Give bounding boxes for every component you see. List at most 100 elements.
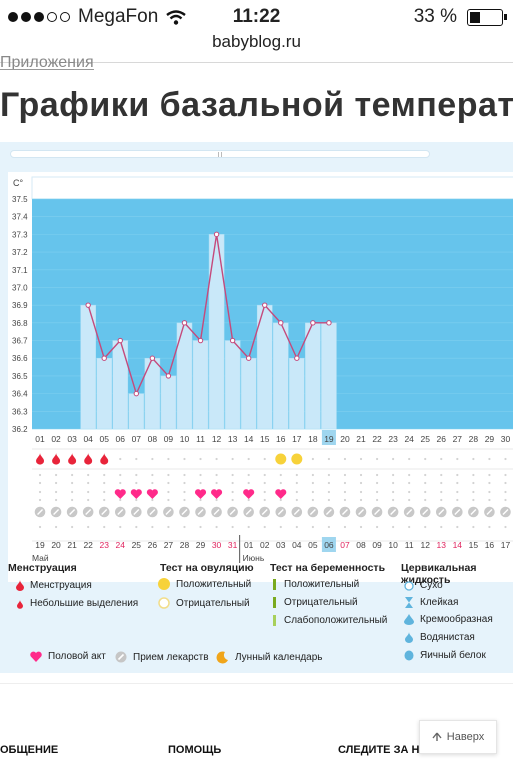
grid-dot <box>424 525 427 529</box>
y-tick-label: 36.8 <box>12 319 28 328</box>
y-tick-label: 37.5 <box>12 195 28 204</box>
temperature-point <box>262 302 268 308</box>
grid-dot <box>54 498 58 502</box>
grid-dot <box>456 525 459 529</box>
grid-dot <box>359 525 363 529</box>
legend-title-cervical: Цервикальная жидкость <box>401 562 477 586</box>
legend-title-menstruation: Менструация <box>8 562 77 574</box>
creamy-icon <box>404 614 414 625</box>
medication-mark-slash <box>341 509 348 515</box>
y-tick-label: 36.7 <box>12 337 28 346</box>
calendar-date-label: 25 <box>132 540 142 550</box>
grid-dot <box>199 498 202 502</box>
medication-mark-slash <box>390 509 397 515</box>
grid-dot <box>327 498 331 502</box>
grid-dot <box>151 457 154 461</box>
grid-dot <box>440 481 443 485</box>
grid-dot <box>71 490 74 494</box>
horizontal-scrollbar[interactable] <box>10 150 430 158</box>
grid-dot <box>247 481 250 485</box>
grid-dot <box>488 457 491 461</box>
back-to-top-button[interactable]: Наверх <box>419 720 497 754</box>
grid-dot <box>54 525 58 529</box>
grid-dot <box>167 481 170 485</box>
grid-dot <box>440 473 443 477</box>
cycle-day-label: 18 <box>308 434 318 444</box>
legend: Менструация Менструация Небольшие выделе… <box>0 562 513 672</box>
medication-mark-slash <box>37 509 44 515</box>
temperature-point <box>101 355 107 361</box>
grid-dot <box>215 457 218 461</box>
scroll-grip-icon[interactable] <box>218 152 222 157</box>
y-tick-label: 37.3 <box>12 230 28 239</box>
temperature-bar <box>240 357 257 430</box>
grid-dot <box>151 473 154 477</box>
calendar-date-label: 17 <box>501 540 511 550</box>
temperature-point <box>181 320 188 326</box>
calendar-date-label: 23 <box>99 540 109 550</box>
grid-dot <box>488 490 491 494</box>
medication-mark-slash <box>165 509 172 515</box>
status-bar: MegaFon 11:22 33 % <box>0 0 513 34</box>
grid-dot <box>231 457 234 461</box>
legend-item: Отрицательный <box>272 597 358 608</box>
grid-dot <box>295 490 298 494</box>
calendar-date-label: 16 <box>485 540 495 550</box>
cycle-day-label: 09 <box>164 434 174 444</box>
grid-dot <box>375 490 379 494</box>
medication-mark-slash <box>470 509 477 515</box>
grid-dot <box>167 457 170 461</box>
intercourse-heart <box>146 489 158 499</box>
footer-heading-help[interactable]: ПОМОЩЬ <box>168 744 222 756</box>
small-drop-icon <box>17 600 23 609</box>
medication-mark-slash <box>277 509 284 515</box>
pill-icon <box>115 651 127 663</box>
medication-mark-slash <box>454 509 461 515</box>
grid-dot <box>279 481 282 485</box>
calendar-date-label: 19 <box>35 540 45 550</box>
grid-dot <box>183 473 186 477</box>
breadcrumb[interactable]: Приложения <box>0 56 94 70</box>
grid-dot <box>488 498 491 502</box>
cycle-day-label: 29 <box>485 434 495 444</box>
calendar-date-label: 13 <box>437 540 447 550</box>
footer-heading-follow[interactable]: СЛЕДИТЕ ЗА НАМИ <box>338 744 445 756</box>
grid-dot <box>311 490 314 494</box>
grid-dot <box>279 498 282 502</box>
temperature-point <box>278 320 284 326</box>
temperature-point <box>197 337 204 344</box>
grid-dot <box>424 481 427 485</box>
grid-dot <box>295 525 298 529</box>
grid-dot <box>231 481 234 485</box>
grid-dot <box>375 525 379 529</box>
grid-dot <box>231 473 234 477</box>
temperature-bar <box>160 375 177 430</box>
grid-dot <box>488 473 491 477</box>
grid-dot <box>488 481 491 485</box>
month-label: Май <box>32 553 49 563</box>
y-tick-label: 36.6 <box>12 354 28 363</box>
medication-mark-slash <box>406 509 413 515</box>
temperature-bar <box>305 322 321 430</box>
calendar-date-label: 06 <box>324 540 334 550</box>
grid-dot <box>343 481 347 485</box>
legend-item: Лунный календарь <box>216 651 323 664</box>
medication-mark-slash <box>133 509 140 515</box>
medication-mark-slash <box>229 509 236 515</box>
grid-dot <box>424 473 427 477</box>
address-bar[interactable]: babyblog.ru <box>212 32 301 51</box>
grid-dot <box>375 481 379 485</box>
cycle-day-label: 14 <box>244 434 254 444</box>
grid-dot <box>263 498 266 502</box>
medication-mark-slash <box>325 509 332 515</box>
grid-dot <box>167 525 170 529</box>
footer-heading-community[interactable]: ОБЩЕНИЕ <box>0 744 59 756</box>
temperature-point <box>133 390 140 397</box>
calendar-date-label: 14 <box>453 540 463 550</box>
grid-dot <box>327 490 331 494</box>
grid-dot <box>311 498 314 502</box>
grid-dot <box>199 457 202 461</box>
grid-dot <box>375 473 379 477</box>
cycle-day-label: 25 <box>420 434 430 444</box>
